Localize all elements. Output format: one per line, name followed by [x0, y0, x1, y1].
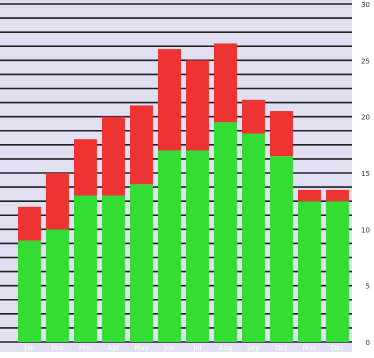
bar-segment-upper	[214, 43, 237, 123]
x-tick-labels: Jan Feb Mar Apr May Jun Jul Aug Sep Oct Nov Dec	[23, 344, 344, 352]
bar-segment-lower	[298, 201, 321, 342]
bar-segment-upper	[270, 111, 293, 157]
bar-segment-lower	[214, 122, 237, 342]
x-tick-label: Jul	[192, 344, 202, 352]
bar-segment-upper	[298, 189, 321, 202]
x-tick-label: Nov	[303, 344, 317, 352]
bar-segment-lower	[158, 150, 181, 342]
bar-segment-lower	[74, 195, 97, 342]
y-tick-label: 25	[361, 57, 370, 65]
bar-segment-upper	[158, 49, 181, 151]
x-tick-label: Sep	[247, 344, 261, 352]
x-tick-label: Feb	[51, 344, 64, 352]
x-tick-label: May	[134, 344, 148, 352]
bar-segment-upper	[74, 139, 97, 196]
bar-segment-upper	[242, 99, 265, 134]
y-tick-label: 15	[361, 170, 370, 178]
y-tick-label: 10	[361, 226, 370, 234]
y-tick-labels: 0 5 10 15 20 25 30	[361, 1, 370, 347]
bar-segment-upper	[46, 173, 69, 230]
bar-segment-lower	[326, 201, 349, 342]
x-tick-label: Jun	[163, 344, 175, 352]
bar-segment-upper	[18, 206, 41, 241]
x-tick-label: Mar	[79, 344, 92, 352]
bars	[18, 43, 349, 342]
bar-segment-lower	[102, 195, 125, 342]
x-tick-label: Aug	[219, 344, 233, 352]
bar-segment-lower	[18, 240, 41, 342]
x-tick-label: Apr	[107, 344, 119, 352]
y-tick-label: 5	[366, 283, 370, 291]
y-tick-label: 20	[361, 114, 370, 122]
bar-segment-lower	[46, 229, 69, 342]
bar-segment-lower	[130, 184, 153, 342]
y-tick-label: 30	[361, 1, 370, 9]
x-tick-label: Oct	[275, 344, 287, 352]
bar-segment-upper	[186, 60, 209, 151]
x-tick-label: Dec	[331, 344, 345, 352]
bar-segment-upper	[102, 116, 125, 196]
bar-segment-lower	[186, 150, 209, 342]
y-tick-label: 0	[366, 339, 370, 347]
bar-segment-upper	[326, 189, 349, 202]
bar-segment-upper	[130, 105, 153, 185]
bar-segment-lower	[242, 133, 265, 342]
x-tick-label: Jan	[23, 344, 35, 352]
bar-segment-lower	[270, 156, 293, 342]
